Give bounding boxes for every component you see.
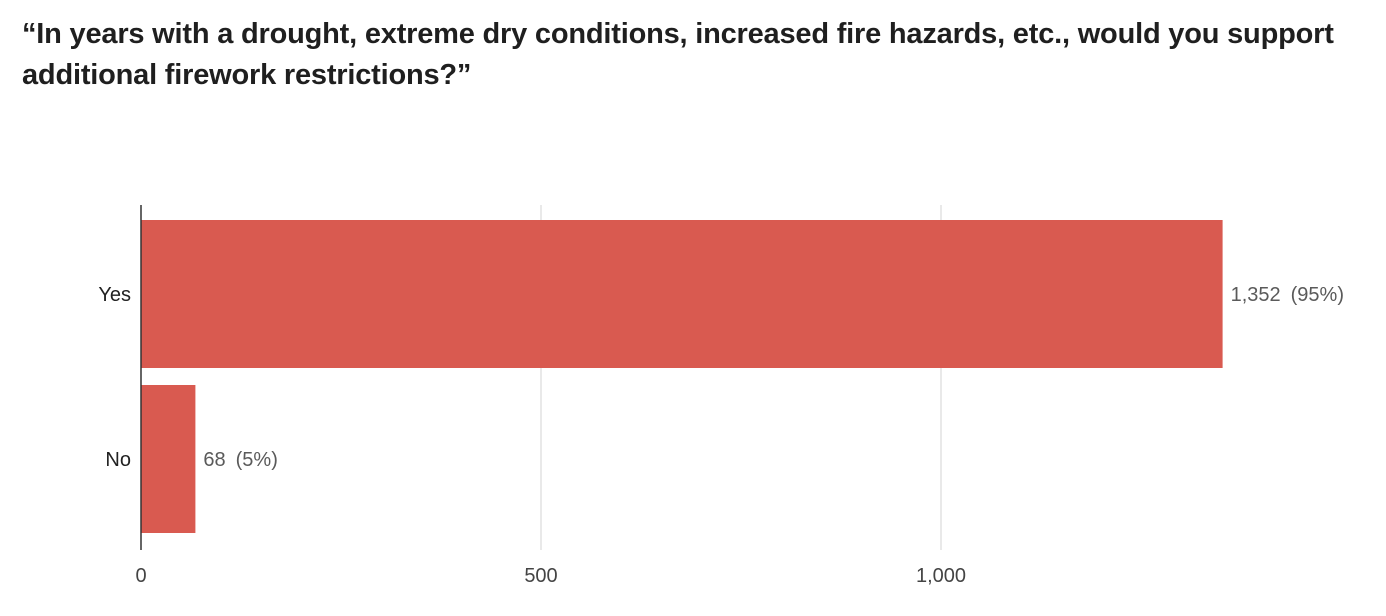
category-label-no: No (105, 449, 131, 471)
data-label-yes: 1,352 (95%) (1231, 284, 1344, 306)
data-label-no: 68 (5%) (203, 449, 277, 471)
x-axis-ticks: 0 500 1,000 (135, 565, 966, 587)
category-label-yes: Yes (98, 284, 131, 306)
category-axis: Yes No (98, 205, 142, 550)
x-tick-label-0: 0 (135, 565, 146, 587)
bar-yes (141, 220, 1223, 368)
x-tick-label-1: 500 (524, 565, 557, 587)
bar-no (141, 385, 196, 533)
data-labels: 1,352 (95%) 68 (5%) (203, 284, 1344, 471)
x-tick-label-2: 1,000 (916, 565, 966, 587)
bars (141, 220, 1223, 533)
chart-title: “In years with a drought, extreme dry co… (22, 18, 1334, 91)
